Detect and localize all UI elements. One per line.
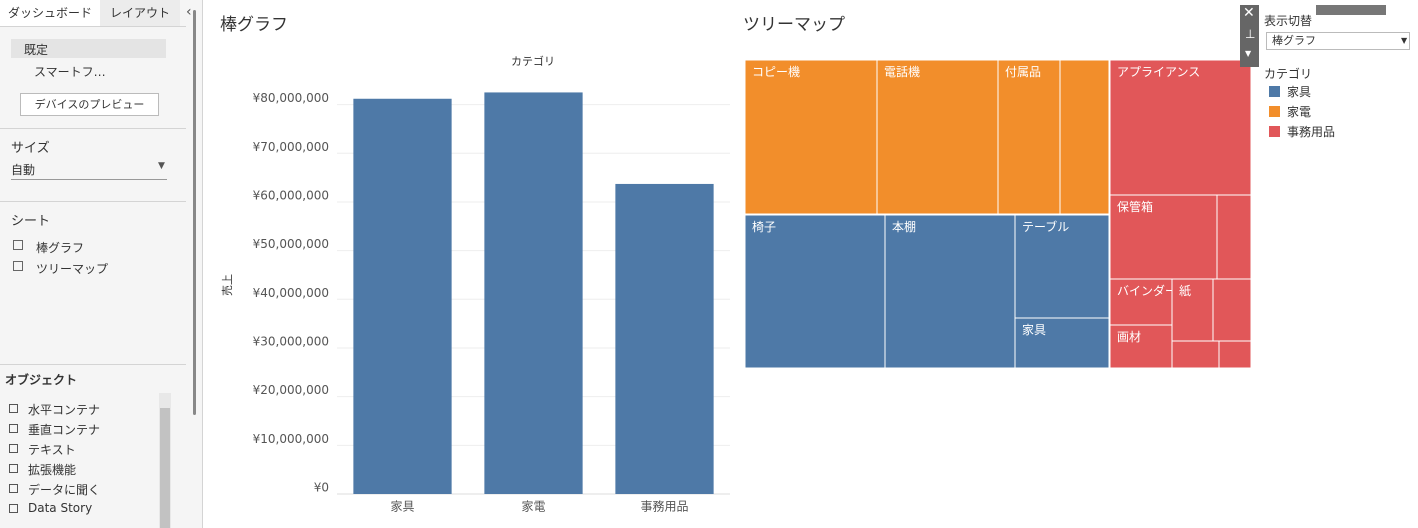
y-tick-label: ¥20,000,000 <box>253 383 329 397</box>
treemap-cell <box>1171 340 1220 369</box>
treemap-label: 本棚 <box>892 219 916 234</box>
treemap-cell <box>1059 59 1110 215</box>
treemap-cell <box>997 59 1061 215</box>
sheet-item[interactable]: ツリーマップ <box>36 262 109 276</box>
object-icon <box>9 464 18 473</box>
legend-swatch <box>1269 126 1280 137</box>
object-icon <box>9 444 18 453</box>
panel-scrollbar[interactable] <box>193 10 196 415</box>
object-item[interactable]: データに聞く <box>28 483 101 497</box>
bar <box>615 183 714 494</box>
tab[interactable]: レイアウト <box>100 0 180 26</box>
sidebar: ダッシュボード レイアウト ‹ 既定 スマートフ… デバイスのプレビュー サイズ… <box>0 0 203 528</box>
object-icon <box>9 484 18 493</box>
sheet-item[interactable]: 棒グラフ <box>36 241 85 255</box>
legend-label[interactable]: 家具 <box>1287 85 1312 99</box>
sheet-icon <box>13 261 23 271</box>
treemap-cell <box>744 214 886 369</box>
x-tick-label: 事務用品 <box>640 500 688 514</box>
treemap-label: 画材 <box>1117 330 1141 344</box>
device-selected <box>11 39 166 58</box>
legend-label[interactable]: 家電 <box>1287 105 1312 119</box>
menu-button[interactable]: ▼ <box>1245 49 1252 58</box>
sheet-icon <box>13 240 23 250</box>
treemap-cell <box>1014 317 1110 369</box>
tab[interactable]: ダッシュボード <box>0 0 100 26</box>
size-value[interactable]: 自動 <box>11 163 36 177</box>
close-button[interactable]: ✕ <box>1243 5 1255 21</box>
object-item[interactable]: テキスト <box>28 443 76 457</box>
scrollbar-thumb[interactable] <box>160 408 170 528</box>
treemap-label: 付属品 <box>1005 65 1041 79</box>
treemap-label: 椅子 <box>752 220 776 234</box>
y-tick-label: ¥60,000,000 <box>253 188 329 202</box>
object-item[interactable]: 垂直コンテナ <box>28 423 101 437</box>
treemap-title: ツリーマップ <box>743 15 845 35</box>
treemap-cell <box>1212 278 1252 342</box>
treemap-label: 電話機 <box>884 65 920 79</box>
legend-swatch <box>1269 106 1280 117</box>
x-tick-label: 家具 <box>390 500 414 514</box>
bar <box>353 98 452 494</box>
object-item[interactable]: 水平コンテナ <box>28 403 101 417</box>
legend-swatch <box>1269 86 1280 97</box>
bar <box>484 92 583 494</box>
object-item[interactable]: 拡張機能 <box>28 463 77 477</box>
treemap-label: 紙 <box>1179 284 1191 298</box>
y-tick-label: ¥10,000,000 <box>253 432 329 446</box>
pin-button[interactable]: ⊥ <box>1245 27 1256 41</box>
section-title: オブジェクト <box>5 373 78 387</box>
chart-title: 棒グラフ <box>220 15 288 35</box>
treemap-cell <box>744 59 878 215</box>
treemap-cell <box>1109 324 1173 369</box>
filter-dropdown[interactable]: 棒グラフ <box>1266 32 1410 50</box>
device-item[interactable]: 既定 <box>24 43 49 57</box>
y-tick-label: ¥0 <box>314 481 329 495</box>
legend-title: カテゴリ <box>1264 67 1313 81</box>
legend-panel: ✕ ⊥ ▼ 表示切替 棒グラフ ▼ カテゴリ 家具家電事務用品 <box>1240 5 1418 528</box>
object-item[interactable]: Data Story <box>28 501 93 515</box>
treemap-cell <box>1218 340 1252 369</box>
treemap-label: バインダー <box>1117 283 1177 298</box>
treemap-cell <box>1171 278 1214 342</box>
y-tick-label: ¥40,000,000 <box>253 286 329 300</box>
object-icon <box>9 424 18 433</box>
filter-title: 表示切替 <box>1264 14 1313 28</box>
divider <box>0 201 186 202</box>
column-header: カテゴリ <box>511 54 555 68</box>
treemap-label: アプライアンス <box>1117 65 1200 79</box>
y-tick-label: ¥30,000,000 <box>253 334 329 348</box>
section-title: サイズ <box>11 141 50 156</box>
preview-button[interactable]: デバイスのプレビュー <box>20 93 159 116</box>
section-title: シート <box>11 214 51 229</box>
treemap-label: コピー機 <box>752 65 800 79</box>
object-icon <box>9 504 18 513</box>
panel-toolbar <box>1240 5 1259 67</box>
y-tick-label: ¥50,000,000 <box>253 237 329 251</box>
divider <box>0 26 186 27</box>
treemap-cell <box>1109 278 1173 326</box>
treemap-cell <box>884 214 1016 369</box>
treemap-cell <box>1109 59 1252 196</box>
treemap-cell <box>876 59 999 215</box>
legend-label[interactable]: 事務用品 <box>1287 125 1336 139</box>
drag-handle[interactable] <box>1316 5 1386 15</box>
y-tick-label: ¥80,000,000 <box>253 91 329 105</box>
treemap-label: テーブル <box>1022 219 1069 234</box>
y-tick-label: ¥70,000,000 <box>253 140 329 154</box>
dashboard-canvas: 棒グラフ カテゴリ 売上 ツリーマップ ¥0 ¥10,000,000 ¥20,000… <box>220 15 1252 514</box>
object-icon <box>9 404 18 413</box>
treemap-label: 家具 <box>1022 323 1046 337</box>
device-item[interactable]: スマートフ… <box>34 65 106 79</box>
collapse-button[interactable]: ‹ <box>186 4 192 20</box>
divider <box>0 364 186 365</box>
treemap-label: 保管箱 <box>1117 199 1153 214</box>
divider <box>0 128 186 129</box>
underline <box>11 179 167 180</box>
y-axis-label: 売上 <box>221 274 234 296</box>
x-tick-label: 家電 <box>521 500 545 514</box>
dropdown-arrow[interactable]: ▼ <box>158 161 165 171</box>
dropdown-arrow[interactable]: ▼ <box>1401 36 1408 45</box>
